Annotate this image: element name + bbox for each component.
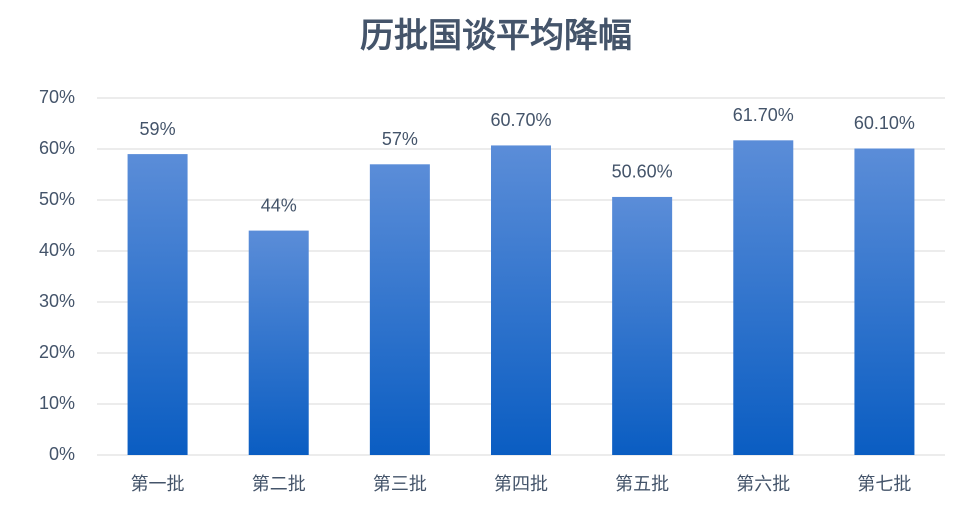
y-tick-label: 30%	[39, 291, 75, 311]
value-label: 59%	[140, 119, 176, 139]
y-tick-label: 70%	[39, 87, 75, 107]
y-tick-label: 50%	[39, 189, 75, 209]
y-tick-label: 60%	[39, 138, 75, 158]
x-tick-label: 第三批	[373, 474, 427, 494]
x-tick-label: 第四批	[494, 474, 548, 494]
x-tick-label: 第二批	[252, 474, 306, 494]
bar	[491, 145, 551, 455]
bar	[612, 196, 673, 455]
y-tick-label: 20%	[39, 342, 75, 362]
y-tick-label: 10%	[39, 393, 75, 413]
value-label: 50.60%	[612, 162, 673, 182]
y-tick-label: 0%	[49, 444, 75, 464]
y-tick-label: 40%	[39, 240, 75, 260]
bar	[127, 154, 188, 455]
value-label: 60.10%	[854, 113, 915, 133]
bar	[248, 230, 309, 455]
value-label: 60.70%	[490, 110, 551, 130]
bar	[733, 140, 794, 455]
bar	[369, 164, 430, 456]
x-tick-label: 第六批	[736, 474, 790, 494]
value-label: 57%	[382, 129, 418, 149]
x-tick-label: 第七批	[857, 474, 911, 494]
value-label: 61.70%	[733, 105, 794, 125]
value-label: 44%	[261, 195, 297, 215]
chart-title: 历批国谈平均降幅	[360, 17, 632, 55]
x-tick-label: 第一批	[131, 474, 185, 494]
x-tick-label: 第五批	[615, 474, 669, 494]
bar	[854, 148, 915, 456]
